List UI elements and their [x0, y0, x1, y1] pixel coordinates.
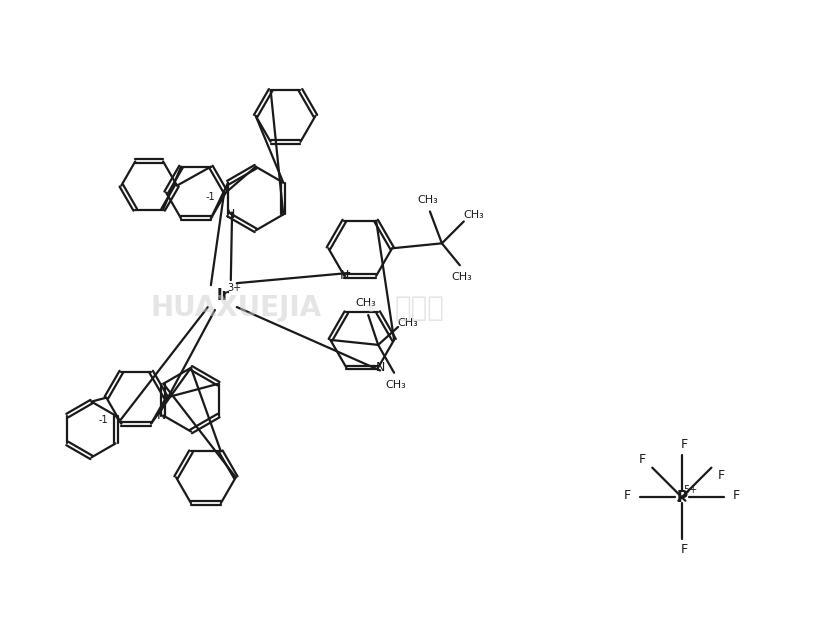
Text: Ir: Ir	[216, 287, 229, 303]
Text: 5+: 5+	[683, 485, 697, 495]
Text: Ḟ: Ḟ	[638, 453, 645, 466]
Text: N: N	[156, 409, 166, 422]
Text: 3+: 3+	[228, 283, 242, 293]
Text: P: P	[676, 490, 686, 505]
Text: N: N	[339, 269, 349, 282]
Text: Ḟ: Ḟ	[623, 489, 630, 502]
Text: N: N	[225, 208, 234, 221]
Text: Ḟ: Ḟ	[717, 469, 724, 482]
Text: CH₃: CH₃	[463, 210, 484, 220]
Text: CH₃: CH₃	[417, 194, 438, 204]
Text: Ḟ: Ḟ	[680, 438, 686, 451]
Text: Ḟ: Ḟ	[680, 543, 686, 557]
Text: 化学加: 化学加	[395, 294, 445, 322]
Text: HUAXUEJIA: HUAXUEJIA	[150, 294, 321, 322]
Text: CH₃: CH₃	[385, 380, 406, 390]
Text: CH₃: CH₃	[397, 318, 418, 328]
Text: N: N	[375, 361, 384, 374]
Text: ®: ®	[363, 301, 376, 315]
Text: CH₃: CH₃	[355, 298, 376, 308]
Text: -1: -1	[205, 192, 214, 201]
Text: -1: -1	[99, 415, 108, 424]
Text: Ḟ: Ḟ	[732, 489, 739, 502]
Text: CH₃: CH₃	[451, 272, 472, 282]
